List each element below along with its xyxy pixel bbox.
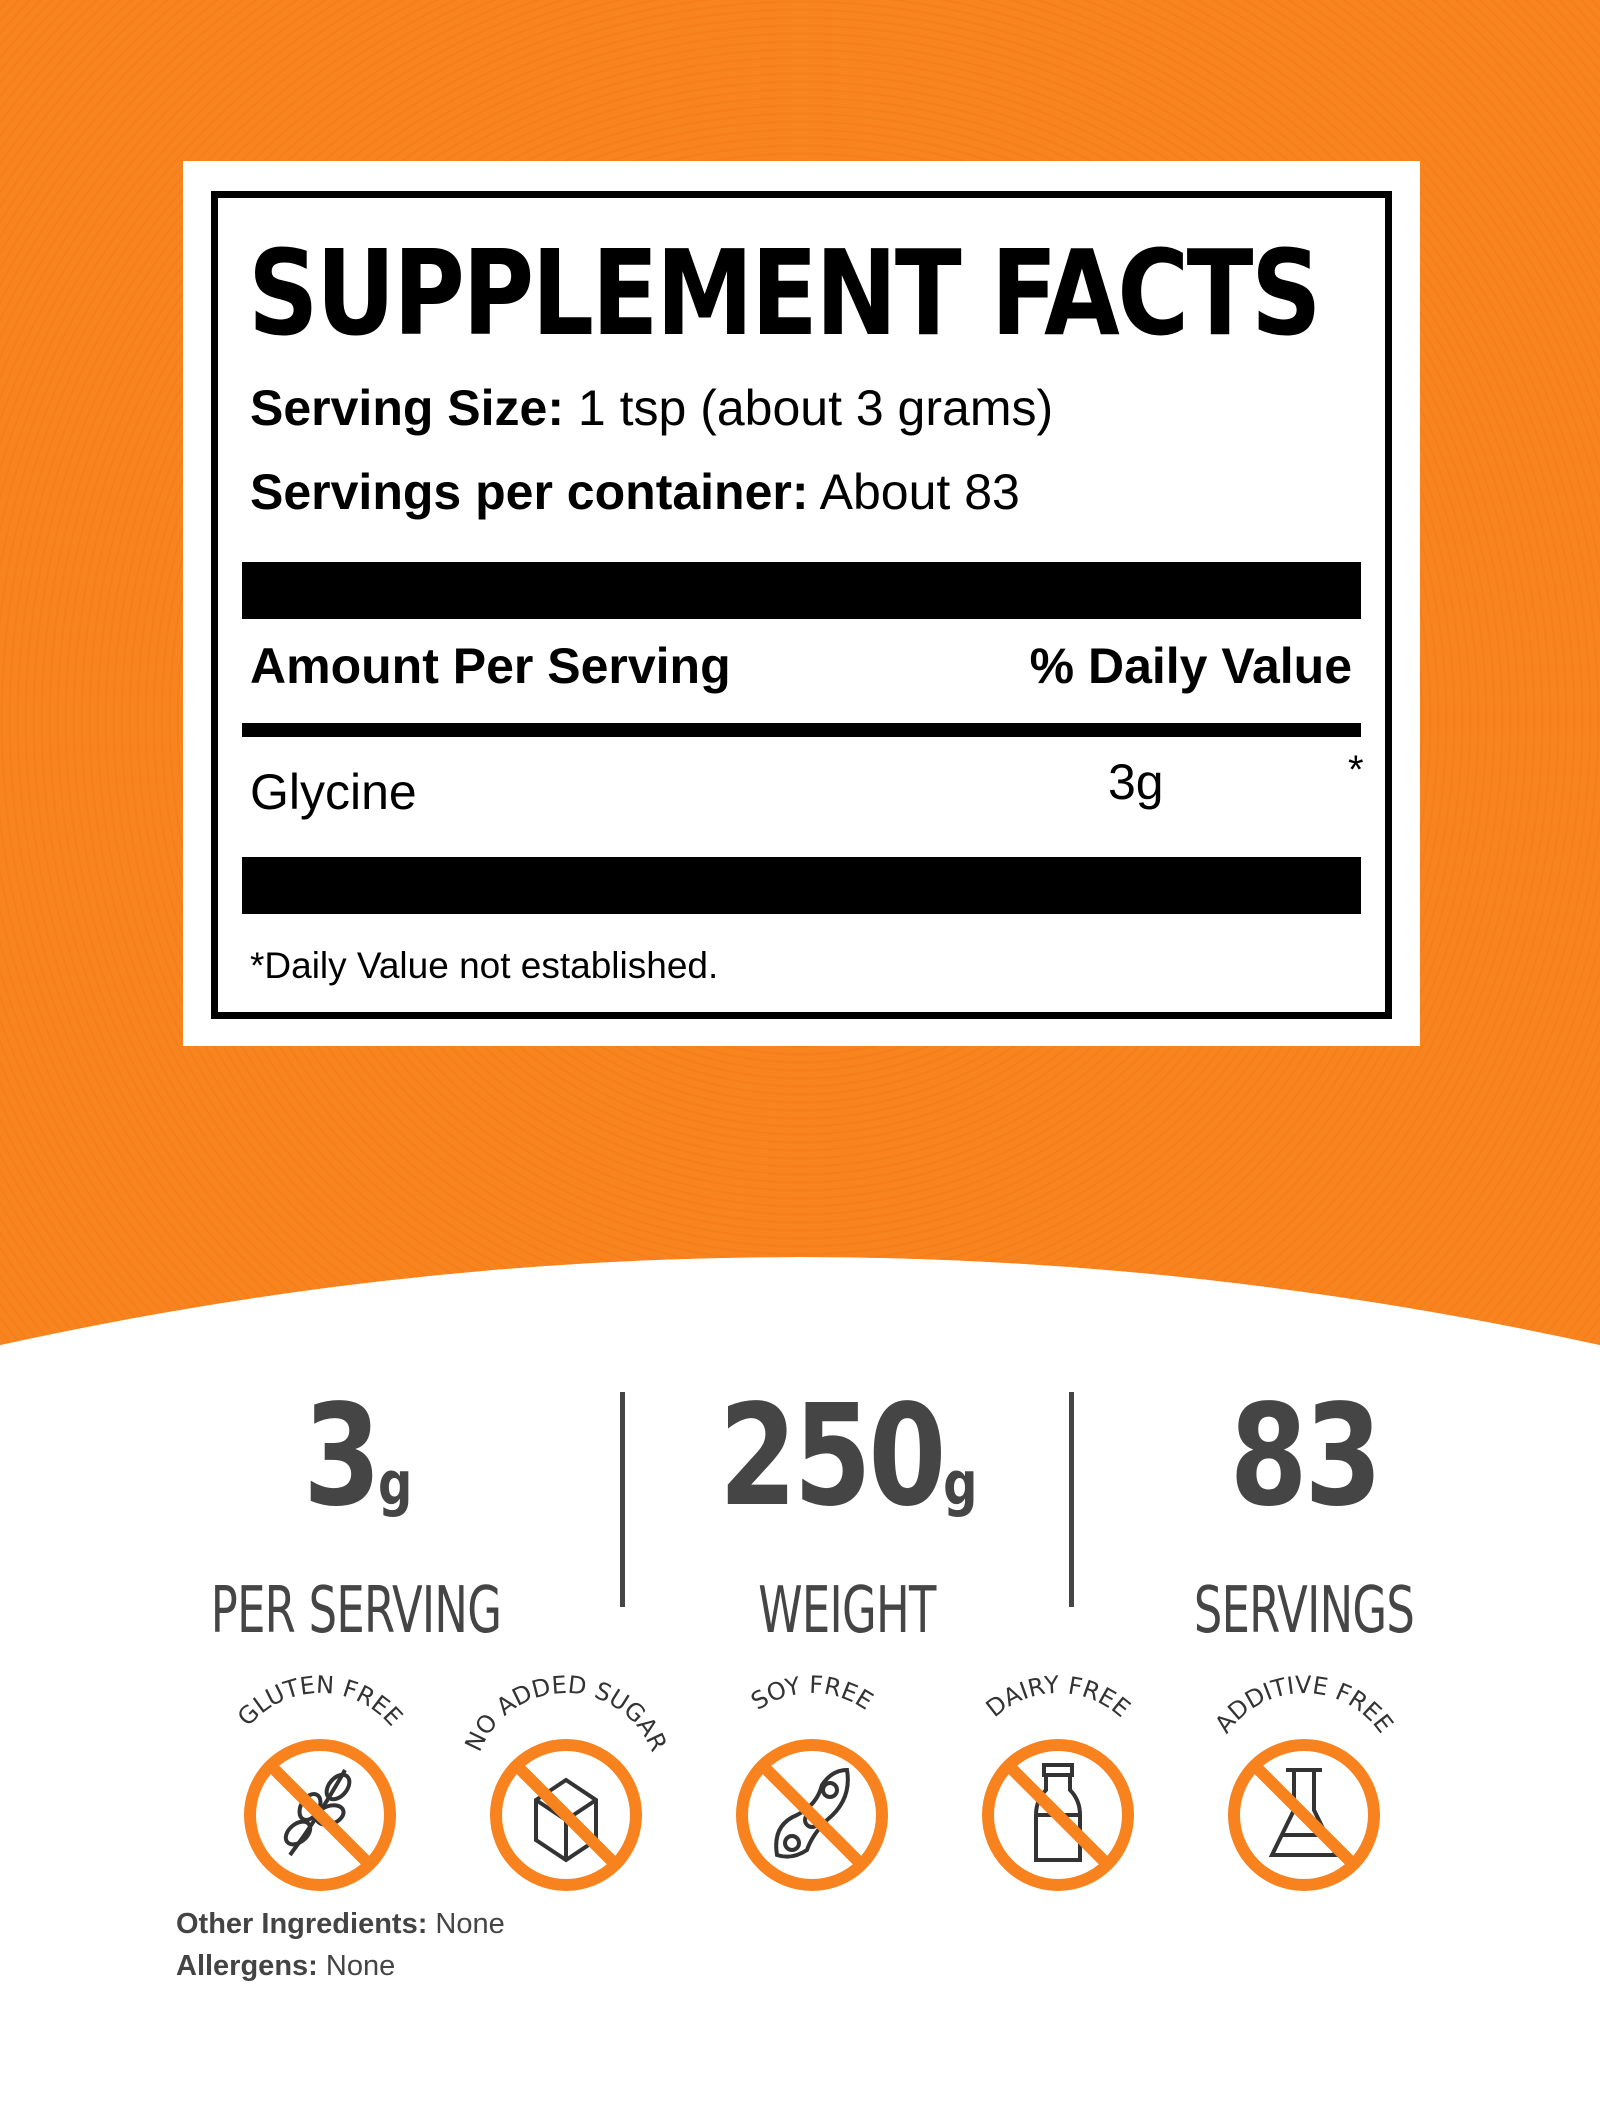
other-ingredients-label: Other Ingredients: xyxy=(176,1908,428,1940)
facts-title: SUPPLEMENT FACTS xyxy=(248,224,1322,362)
facts-border: SUPPLEMENT FACTS Serving Size: 1 tsp (ab… xyxy=(211,191,1392,1019)
other-ingredients: Other Ingredients: None xyxy=(176,1908,505,1941)
prohibition-circle xyxy=(244,1739,396,1891)
footnote: *Daily Value not established. xyxy=(250,945,719,986)
serving-size-label: Serving Size: xyxy=(250,380,564,436)
stat-value: 3g xyxy=(303,1375,412,1538)
prohibition-slash xyxy=(757,1760,867,1870)
badge-no-added-sugar: NO ADDED SUGAR xyxy=(446,1665,686,1905)
badge-soy-free: SOY FREE xyxy=(692,1665,932,1905)
ingredient-name: Glycine xyxy=(250,764,417,820)
other-ingredients-value: None xyxy=(435,1908,505,1940)
stat-servings: 83 SERVINGS xyxy=(1074,1375,1534,1651)
ingredient-amount: 3g xyxy=(1108,754,1164,810)
servings-value: About 83 xyxy=(819,464,1020,520)
stat-value: 83 xyxy=(1229,1375,1382,1538)
stat-label: WEIGHT xyxy=(758,1574,936,1648)
stat-divider xyxy=(1069,1392,1074,1607)
stat-weight: 250g WEIGHT xyxy=(617,1375,1077,1651)
serving-size-value: 1 tsp (about 3 grams) xyxy=(577,380,1054,436)
daily-value-header: % Daily Value xyxy=(1029,638,1352,694)
prohibition-circle xyxy=(490,1739,642,1891)
prohibition-circle xyxy=(982,1739,1134,1891)
allergens: Allergens: None xyxy=(176,1950,395,1983)
servings-per-container: Servings per container: About 83 xyxy=(250,463,1020,521)
stat-label: SERVINGS xyxy=(1193,1574,1415,1648)
supplement-facts-panel: SUPPLEMENT FACTS Serving Size: 1 tsp (ab… xyxy=(183,161,1420,1046)
prohibition-slash xyxy=(1249,1760,1359,1870)
prohibition-slash xyxy=(511,1760,621,1870)
stat-per-serving: 3g PER SERVING xyxy=(126,1375,586,1651)
amount-per-serving-header: Amount Per Serving xyxy=(250,638,731,694)
stat-value: 250g xyxy=(719,1375,978,1538)
serving-size: Serving Size: 1 tsp (about 3 grams) xyxy=(250,379,1053,437)
thick-divider xyxy=(242,562,1361,619)
stat-label: PER SERVING xyxy=(210,1574,502,1648)
prohibition-circle xyxy=(1228,1739,1380,1891)
allergens-label: Allergens: xyxy=(176,1950,318,1982)
badge-gluten-free: GLUTEN FREE xyxy=(200,1665,440,1905)
stat-divider xyxy=(620,1392,625,1607)
allergens-value: None xyxy=(325,1950,396,1982)
badge-label: DAIRY FREE xyxy=(981,1671,1136,1723)
servings-label: Servings per container: xyxy=(250,464,809,520)
prohibition-slash xyxy=(265,1760,375,1870)
badge-label: GLUTEN FREE xyxy=(232,1671,408,1732)
badge-additive-free: ADDITIVE FREE xyxy=(1184,1665,1424,1905)
divider xyxy=(242,723,1361,737)
prohibition-circle xyxy=(736,1739,888,1891)
badge-label: ADDITIVE FREE xyxy=(1209,1671,1398,1738)
thick-divider xyxy=(242,857,1361,914)
badge-dairy-free: DAIRY FREE xyxy=(938,1665,1178,1905)
prohibition-slash xyxy=(1003,1760,1113,1870)
ingredient-dv: * xyxy=(1348,748,1364,792)
badge-label: SOY FREE xyxy=(746,1671,878,1716)
